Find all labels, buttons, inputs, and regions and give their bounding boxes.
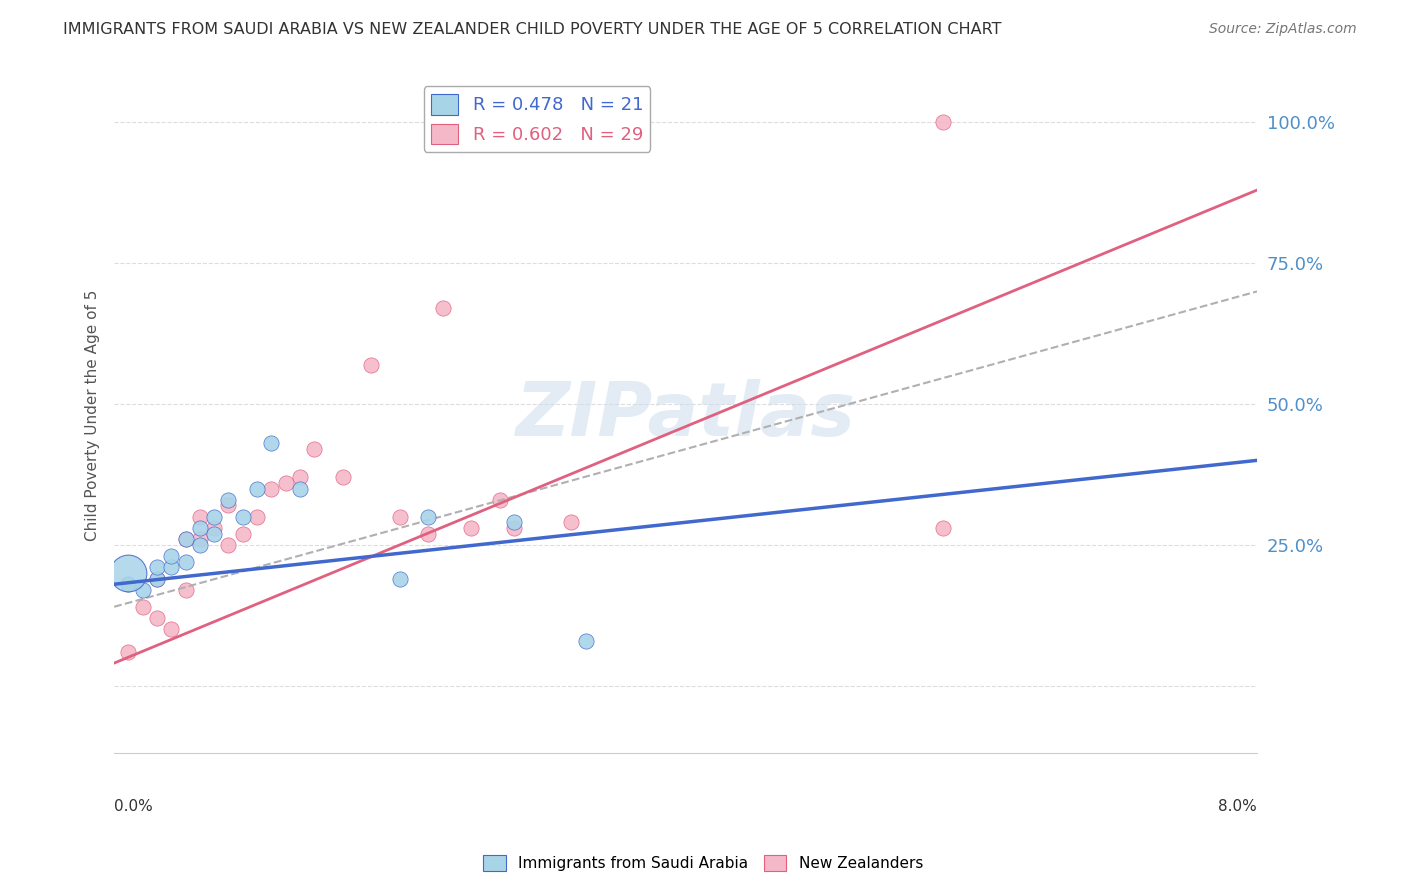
Point bbox=[117, 577, 139, 591]
Point bbox=[274, 475, 297, 490]
Point bbox=[288, 470, 311, 484]
Point bbox=[146, 572, 169, 586]
Point bbox=[202, 521, 225, 535]
Point bbox=[217, 499, 239, 513]
Point bbox=[932, 521, 955, 535]
Text: ZIPatlas: ZIPatlas bbox=[516, 379, 856, 452]
Legend: R = 0.478   N = 21, R = 0.602   N = 29: R = 0.478 N = 21, R = 0.602 N = 29 bbox=[423, 87, 651, 152]
Point bbox=[260, 482, 283, 496]
Point bbox=[160, 549, 183, 563]
Point bbox=[460, 521, 482, 535]
Point bbox=[432, 301, 454, 316]
Point bbox=[188, 532, 211, 546]
Text: 0.0%: 0.0% bbox=[114, 798, 153, 814]
Point bbox=[174, 582, 197, 597]
Point bbox=[332, 470, 354, 484]
Y-axis label: Child Poverty Under the Age of 5: Child Poverty Under the Age of 5 bbox=[86, 290, 100, 541]
Point bbox=[360, 358, 382, 372]
Point bbox=[246, 509, 269, 524]
Point bbox=[202, 509, 225, 524]
Point bbox=[388, 572, 411, 586]
Point bbox=[388, 509, 411, 524]
Point bbox=[202, 526, 225, 541]
Point bbox=[246, 482, 269, 496]
Point bbox=[117, 566, 139, 580]
Point bbox=[260, 436, 283, 450]
Point bbox=[232, 526, 254, 541]
Point bbox=[188, 538, 211, 552]
Point bbox=[217, 538, 239, 552]
Text: IMMIGRANTS FROM SAUDI ARABIA VS NEW ZEALANDER CHILD POVERTY UNDER THE AGE OF 5 C: IMMIGRANTS FROM SAUDI ARABIA VS NEW ZEAL… bbox=[63, 22, 1001, 37]
Point bbox=[117, 645, 139, 659]
Point bbox=[503, 516, 526, 530]
Point bbox=[418, 509, 440, 524]
Point bbox=[146, 560, 169, 574]
Point bbox=[174, 532, 197, 546]
Point bbox=[288, 482, 311, 496]
Point bbox=[302, 442, 325, 456]
Point bbox=[174, 532, 197, 546]
Point bbox=[160, 622, 183, 636]
Text: Source: ZipAtlas.com: Source: ZipAtlas.com bbox=[1209, 22, 1357, 37]
Point bbox=[160, 560, 183, 574]
Point bbox=[174, 555, 197, 569]
Point bbox=[489, 492, 512, 507]
Point bbox=[932, 115, 955, 129]
Point bbox=[418, 526, 440, 541]
Point bbox=[146, 611, 169, 625]
Point bbox=[560, 516, 582, 530]
Point bbox=[188, 521, 211, 535]
Point bbox=[146, 572, 169, 586]
Point bbox=[217, 492, 239, 507]
Legend: Immigrants from Saudi Arabia, New Zealanders: Immigrants from Saudi Arabia, New Zealan… bbox=[477, 849, 929, 877]
Point bbox=[575, 633, 598, 648]
Point bbox=[232, 509, 254, 524]
Point bbox=[503, 521, 526, 535]
Text: 8.0%: 8.0% bbox=[1218, 798, 1257, 814]
Point bbox=[132, 599, 155, 614]
Point bbox=[132, 582, 155, 597]
Point bbox=[188, 509, 211, 524]
